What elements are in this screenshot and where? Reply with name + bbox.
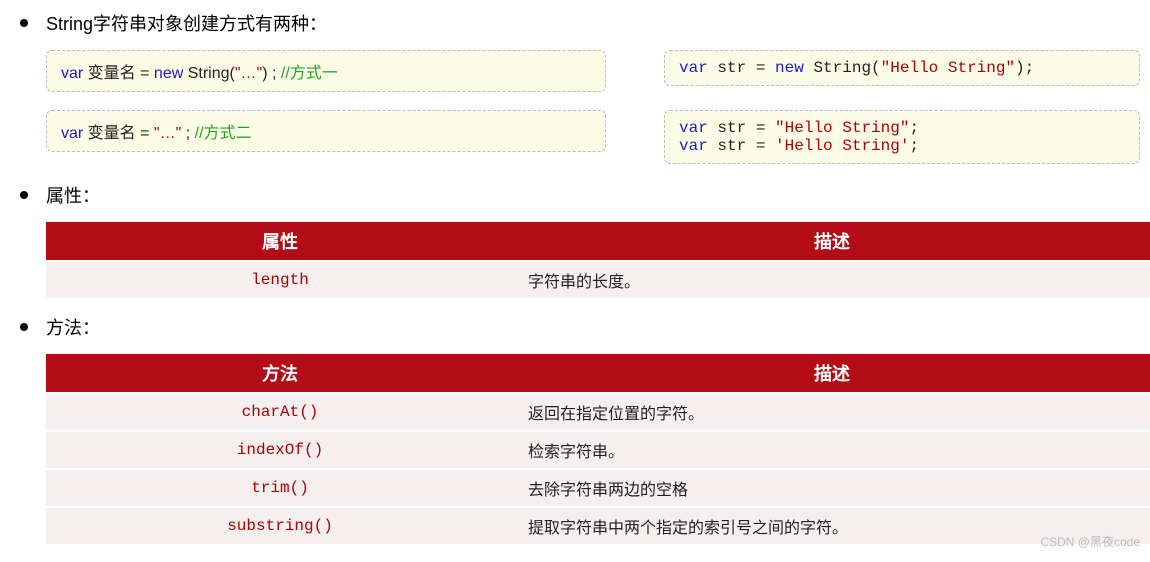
heading-attributes: 属性： xyxy=(20,182,1140,208)
attribute-table: 属性 描述 length字符串的长度。 xyxy=(46,222,1150,298)
code-token: "Hello String" xyxy=(881,59,1015,77)
heading-text: 属性： xyxy=(46,182,100,208)
heading-text: 方法： xyxy=(46,314,100,340)
code-box-way2-example: var str = "Hello String"; var str = 'Hel… xyxy=(664,110,1140,164)
code-box-way1-template: var 变量名 = new String("…") ; //方式一 xyxy=(46,50,606,92)
code-token: 'Hello String' xyxy=(775,137,909,155)
table-cell-name: substring() xyxy=(46,507,514,544)
table-row: length字符串的长度。 xyxy=(46,261,1150,298)
table-cell-desc: 返回在指定位置的字符。 xyxy=(514,393,1150,431)
table-cell-name: charAt() xyxy=(46,393,514,431)
code-token: String( xyxy=(804,59,881,77)
code-token: 变量名 = xyxy=(83,65,154,82)
code-token: "…" xyxy=(154,125,181,142)
table-header-name: 属性 xyxy=(46,222,514,261)
code-row-2: var 变量名 = "…" ; //方式二 var str = "Hello S… xyxy=(46,110,1140,164)
code-token: "…" xyxy=(235,65,262,82)
heading-methods: 方法： xyxy=(20,314,1140,340)
code-token: //方式一 xyxy=(281,65,338,82)
code-row-1: var 变量名 = new String("…") ; //方式一 var st… xyxy=(46,50,1140,92)
code-token: str = xyxy=(708,59,775,77)
table-row: indexOf()检索字符串。 xyxy=(46,431,1150,469)
code-token: //方式二 xyxy=(195,125,252,142)
table-row: charAt()返回在指定位置的字符。 xyxy=(46,393,1150,431)
code-token: var xyxy=(679,137,708,155)
code-token: var xyxy=(679,59,708,77)
heading-text: String字符串对象创建方式有两种： xyxy=(46,10,327,36)
code-box-way1-example: var str = new String("Hello String"); xyxy=(664,50,1140,86)
bullet-icon xyxy=(20,191,28,199)
code-token: 变量名 = xyxy=(83,125,154,142)
table-row: trim()去除字符串两边的空格 xyxy=(46,469,1150,507)
table-cell-desc: 字符串的长度。 xyxy=(514,261,1150,298)
table-header-name: 方法 xyxy=(46,354,514,393)
code-token: String( xyxy=(183,65,235,82)
code-token: var xyxy=(61,125,83,142)
code-token: new xyxy=(775,59,804,77)
bullet-icon xyxy=(20,19,28,27)
table-cell-desc: 提取字符串中两个指定的索引号之间的字符。 xyxy=(514,507,1150,544)
method-table-wrap: 方法 描述 charAt()返回在指定位置的字符。indexOf()检索字符串。… xyxy=(46,354,1140,544)
code-token: ) ; xyxy=(262,65,281,82)
attribute-table-wrap: 属性 描述 length字符串的长度。 xyxy=(46,222,1140,298)
table-cell-name: length xyxy=(46,261,514,298)
table-header-row: 属性 描述 xyxy=(46,222,1150,261)
code-token: var xyxy=(61,65,83,82)
table-row: substring()提取字符串中两个指定的索引号之间的字符。 xyxy=(46,507,1150,544)
table-cell-name: trim() xyxy=(46,469,514,507)
table-cell-desc: 检索字符串。 xyxy=(514,431,1150,469)
code-token: "Hello String" xyxy=(775,119,909,137)
table-header-desc: 描述 xyxy=(514,354,1150,393)
heading-string-creation: String字符串对象创建方式有两种： xyxy=(20,10,1140,36)
table-cell-name: indexOf() xyxy=(46,431,514,469)
code-token: ; xyxy=(909,137,919,155)
code-box-way2-template: var 变量名 = "…" ; //方式二 xyxy=(46,110,606,152)
code-token: ; xyxy=(181,125,194,142)
bullet-icon xyxy=(20,323,28,331)
code-token: ; xyxy=(909,119,919,137)
code-token: ); xyxy=(1015,59,1034,77)
table-cell-desc: 去除字符串两边的空格 xyxy=(514,469,1150,507)
code-token: var xyxy=(679,119,708,137)
code-token: str = xyxy=(708,119,775,137)
table-header-desc: 描述 xyxy=(514,222,1150,261)
method-table: 方法 描述 charAt()返回在指定位置的字符。indexOf()检索字符串。… xyxy=(46,354,1150,544)
code-token: str = xyxy=(708,137,775,155)
table-header-row: 方法 描述 xyxy=(46,354,1150,393)
code-token: new xyxy=(154,65,183,82)
